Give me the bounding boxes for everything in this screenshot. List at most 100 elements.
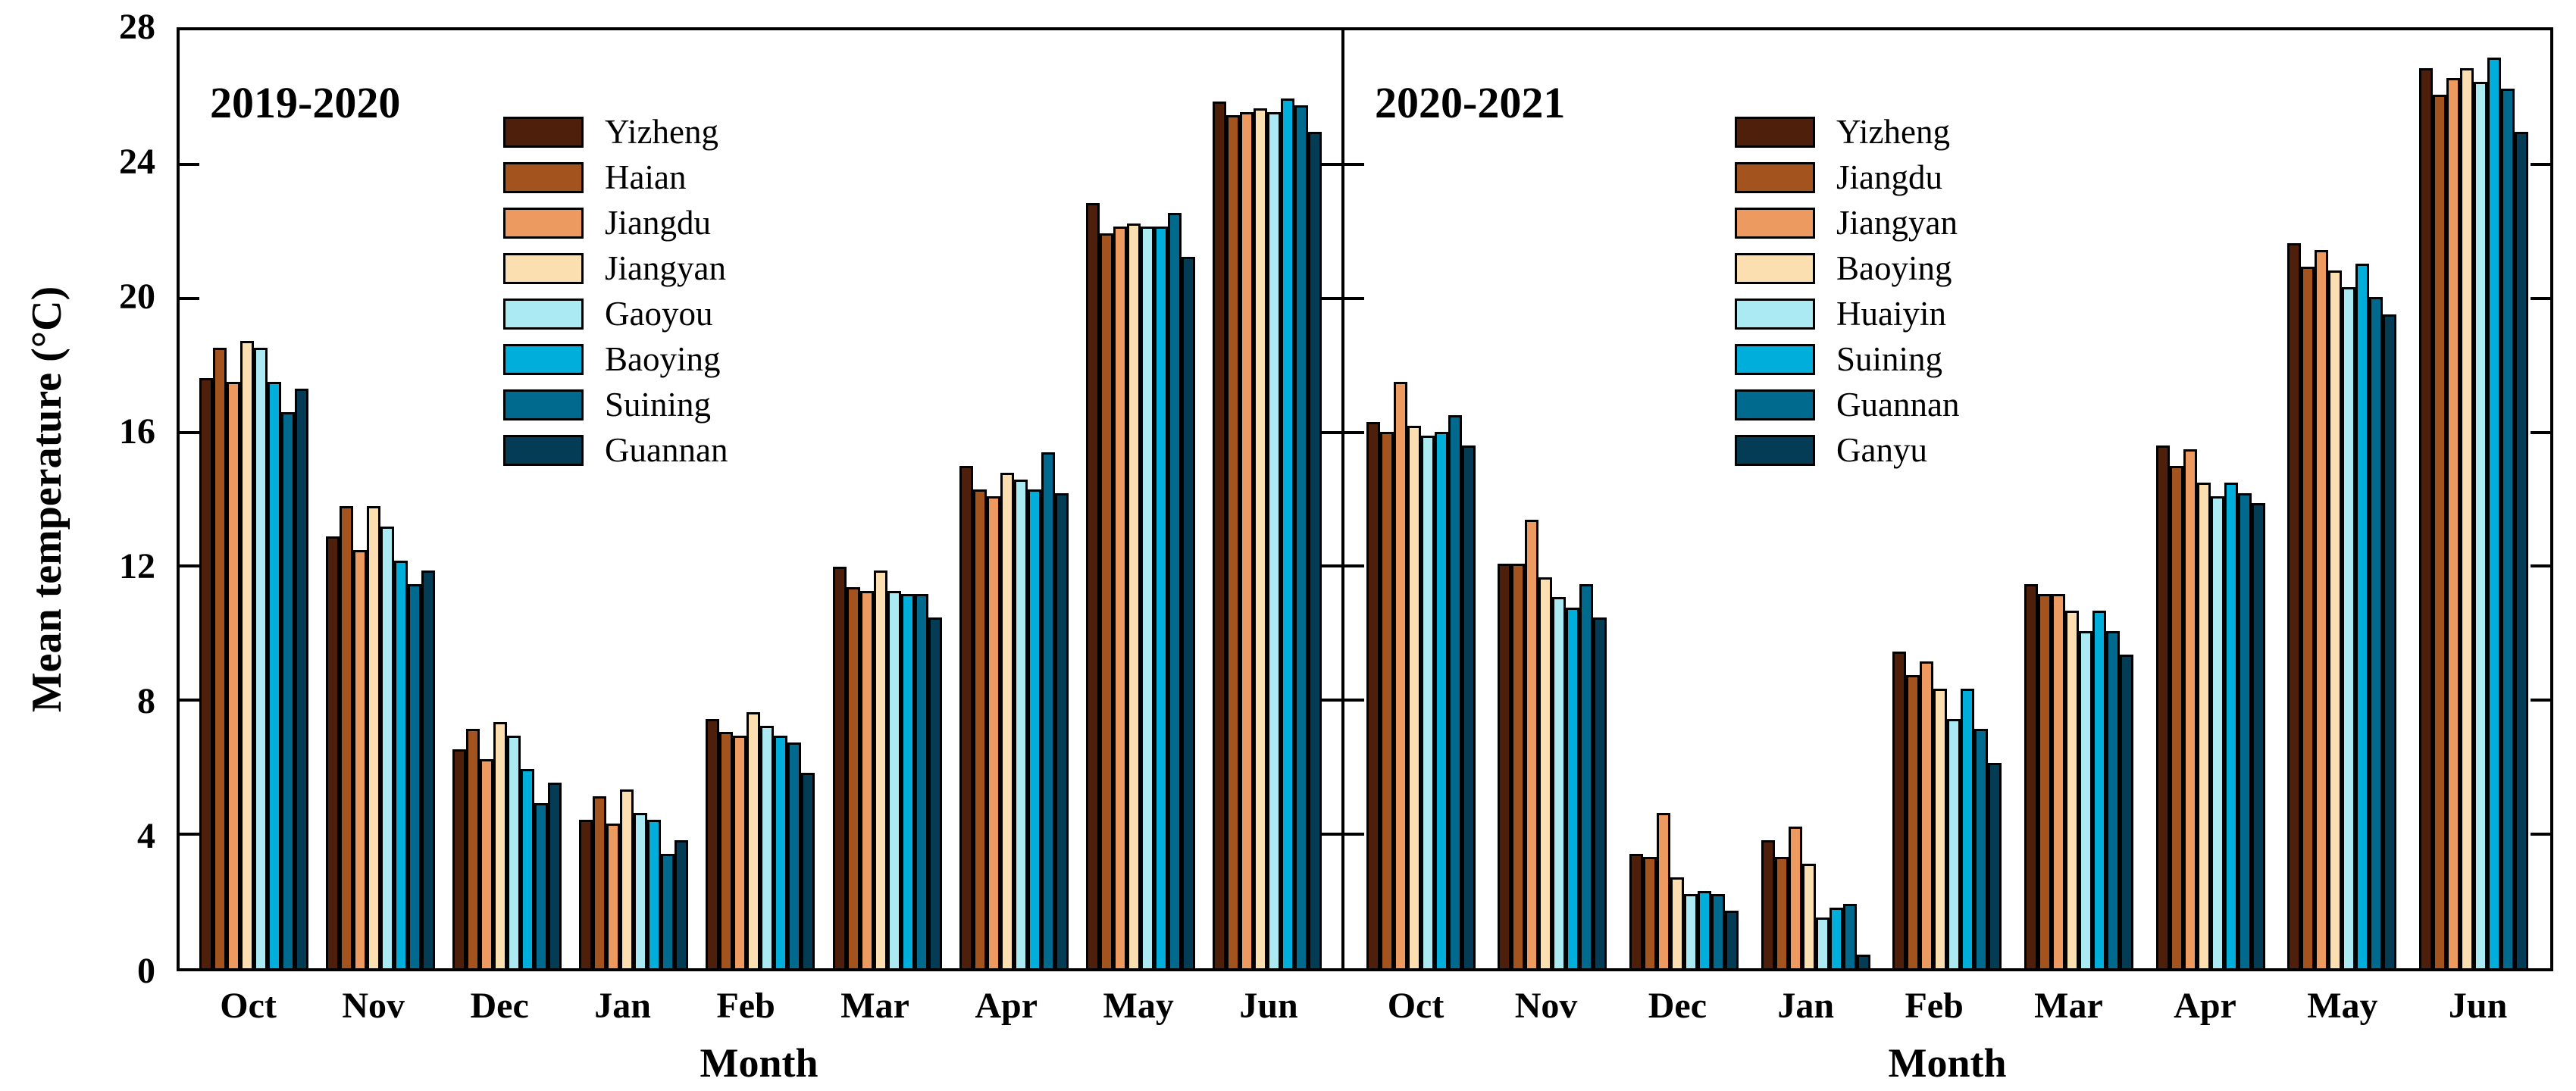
legend-swatch-icon [503,434,584,466]
legend-label: Baoying [605,339,721,378]
y-tick-mark [1344,296,1364,300]
y-tick-label-28: 28 [119,7,155,47]
x-tick-label-mar: Mar [840,986,909,1026]
bar-huaiyin-oct [1420,436,1435,968]
x-tick-label-apr: Apr [2174,986,2236,1026]
legend-item-jiangyan: Jiangyan [1735,200,1959,245]
bar-huaiyin-feb [1947,719,1961,968]
bar-ganyu-oct [1461,445,1476,968]
bar-haian-feb [719,732,734,968]
bar-group-feb [1892,652,2002,968]
bar-haian-nov [339,506,353,968]
bar-jiangyan-may [1127,224,1141,968]
x-axis-title-left: Month [700,1040,818,1086]
bar-gaoyou-feb [760,726,775,968]
legend-item-huaiyin: Huaiyin [1735,291,1959,336]
legend-item-yizheng: Yizheng [1735,109,1959,155]
legend-item-yizheng: Yizheng [503,109,728,155]
panel-title: 2020-2021 [1375,78,1566,127]
bar-guannan-jun [1308,132,1322,968]
legend-swatch-icon [1735,161,1815,193]
legend-item-baoying: Baoying [503,336,728,382]
y-tick-mark [180,564,199,568]
bar-jiangyan-may [2315,250,2329,968]
legend-item-jiangyan: Jiangyan [503,245,728,291]
bar-huaiyin-mar [2079,631,2093,968]
y-tick-mark [2531,296,2550,300]
legend-item-suining: Suining [1735,336,1959,382]
legend-swatch-icon [503,207,584,239]
bar-baoying-feb [774,736,788,968]
x-tick-label-jun: Jun [1239,986,1298,1026]
bar-group-mar [2024,584,2134,968]
legend-swatch-icon [1735,343,1815,375]
x-tick-label-jan: Jan [1777,986,1835,1026]
legend-swatch-icon [503,389,584,420]
bar-suining-oct [1434,432,1448,968]
x-tick-label-apr: Apr [975,986,1038,1026]
panel-2020-2021: 2020-2021 Yizheng Jiangdu Jiangyan Baoying H… [1344,30,2550,968]
bar-jiangdu-jan [606,824,621,968]
bar-guannan-nov [1579,584,1594,968]
bar-jiangdu-mar [2038,594,2052,968]
legend-swatch-icon [503,116,584,148]
bar-huaiyin-dec [1684,894,1698,968]
legend-item-baoying: Baoying [1735,245,1959,291]
bar-baoying-jun [2460,68,2474,968]
bar-group-oct [1366,382,1476,968]
bar-guannan-jun [2501,89,2515,968]
y-tick-mark [1322,564,1341,568]
bar-suining-mar [914,594,928,968]
x-tick-label-may: May [1103,986,1174,1026]
bar-yizheng-feb [1892,652,1907,968]
bar-baoying-jan [647,820,662,968]
bar-suining-feb [787,742,802,968]
legend-label: Ganyu [1836,430,1927,469]
x-tick-label-dec: Dec [470,986,529,1026]
bar-jiangyan-apr [1000,473,1014,968]
bar-yizheng-may [1086,203,1100,968]
y-tick-mark [1344,833,1364,836]
bar-haian-mar [846,587,860,968]
legend-label: Jiangdu [605,203,711,242]
bar-yizheng-apr [959,466,973,968]
bar-groups [180,30,1341,968]
plot-area: 2019-2020 Yizheng Haian Jiangdu Jiangyan Gao… [177,27,2553,971]
bar-haian-jan [593,796,607,968]
y-tick-mark [180,162,199,166]
legend-item-guannan: Guannan [1735,382,1959,427]
panel-title: 2019-2020 [210,78,401,127]
bar-jiangyan-jun [1254,108,1268,968]
bar-baoying-dec [1670,877,1685,968]
x-tick-label-nov: Nov [342,986,405,1026]
bar-ganyu-jun [2515,132,2529,968]
bar-baoying-apr [2196,483,2211,968]
y-tick-mark [2531,699,2550,702]
bar-jiangdu-apr [2169,466,2183,968]
legend-label: Gaoyou [605,294,713,333]
y-tick-mark [1322,430,1341,434]
bar-yizheng-mar [832,567,847,968]
bar-group-apr [2155,445,2265,968]
bar-suining-may [1168,213,1182,968]
bar-gaoyou-mar [887,591,901,968]
bar-jiangdu-dec [1643,857,1657,968]
legend-item-gaoyou: Gaoyou [503,291,728,336]
bar-jiangdu-feb [733,736,747,968]
bar-huaiyin-nov [1552,597,1567,968]
bar-jiangyan-dec [493,722,508,968]
bar-group-jun [1213,98,1322,968]
bar-gaoyou-apr [1013,480,1028,968]
y-tick-mark [180,833,199,836]
bar-baoying-nov [393,561,408,968]
y-tick-mark [180,430,199,434]
bar-huaiyin-apr [2210,496,2224,968]
bar-gaoyou-oct [253,348,268,968]
bar-suining-nov [1566,608,1580,968]
legend-label: Haian [605,158,687,196]
bar-suining-jan [1829,908,1843,968]
bar-ganyu-mar [2120,655,2134,968]
x-tick-label-nov: Nov [1514,986,1578,1026]
x-tick-label-may: May [2307,986,2378,1026]
bar-jiangdu-jan [1774,857,1789,968]
